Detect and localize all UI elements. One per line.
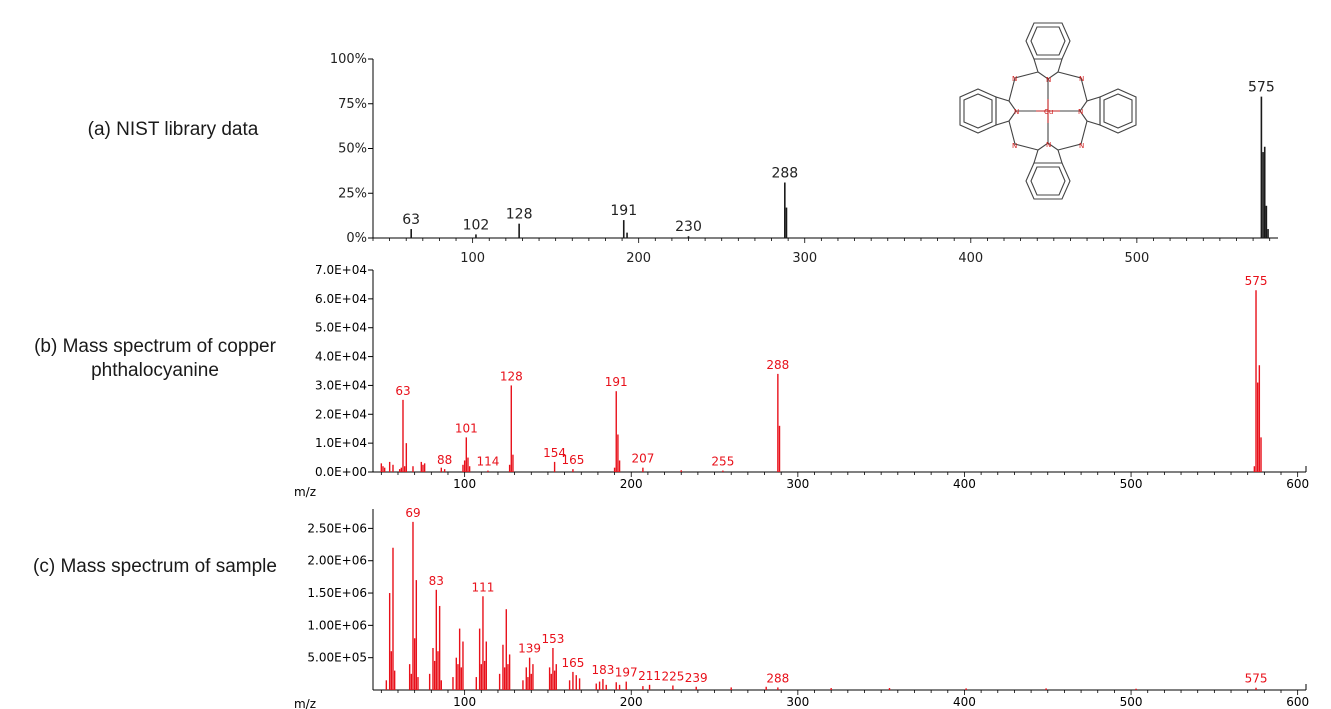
y-tick-label: 0.0E+00 xyxy=(315,465,367,479)
y-tick-label: 5.0E+04 xyxy=(315,321,367,335)
atom-n: N xyxy=(1046,76,1051,84)
atom-n: N xyxy=(1078,108,1083,116)
structure-atoms: N N N N N N N N Cu xyxy=(1012,75,1084,150)
structure-bonds xyxy=(959,22,1137,200)
label-copper-line2: phthalocyanine xyxy=(91,360,219,381)
y-tick-label: 0% xyxy=(346,231,367,246)
copper-phthalocyanine-spectrum-chart: 0.0E+00 1.0E+04 2.0E+04 3.0E+04 4.0E+04 5.0E+… xyxy=(294,263,1309,499)
peak-label: 575 xyxy=(1245,672,1268,686)
y-tick-label: 2.50E+06 xyxy=(307,521,367,535)
peak-label: 239 xyxy=(685,671,708,685)
peak-label: 288 xyxy=(766,671,789,685)
x-tick-label: 400 xyxy=(953,695,976,709)
y-tick-label: 25% xyxy=(338,186,367,201)
atom-n: N xyxy=(1014,108,1019,116)
y-tick-label: 1.50E+06 xyxy=(307,586,367,600)
peak-label: 207 xyxy=(631,452,654,466)
label-sample: (c) Mass spectrum of sample xyxy=(33,556,277,577)
atom-n: N xyxy=(1079,75,1084,83)
atom-n: N xyxy=(1046,141,1051,149)
label-nist: (a) NIST library data xyxy=(87,119,259,140)
atom-cu: Cu xyxy=(1044,108,1053,116)
y-tick-label: 2.00E+06 xyxy=(307,554,367,568)
atom-n: N xyxy=(1012,142,1017,150)
x-tick-label: 400 xyxy=(953,477,976,491)
x-axis-label: m/z xyxy=(294,697,316,709)
peak-label: 197 xyxy=(615,666,638,680)
x-tick-label: 600 xyxy=(1286,695,1309,709)
label-copper-phthalocyanine: (b) Mass spectrum of copper phthalocyani… xyxy=(10,335,300,383)
peak-label: 63 xyxy=(402,212,420,228)
x-axis-label: m/z xyxy=(294,485,316,499)
peak-label: 114 xyxy=(477,455,500,469)
peak-label: 165 xyxy=(561,656,584,670)
atom-n: N xyxy=(1012,75,1017,83)
y-tick-label: 2.0E+04 xyxy=(315,407,367,421)
atom-n: N xyxy=(1079,142,1084,150)
y-tick-label: 3.0E+04 xyxy=(315,378,367,392)
peak-label: 230 xyxy=(675,219,702,235)
peak-label: 191 xyxy=(605,375,628,389)
y-tick-label: 4.0E+04 xyxy=(315,350,367,364)
x-tick-label: 300 xyxy=(786,477,809,491)
x-tick-label: 400 xyxy=(958,251,983,266)
y-tick-label: 75% xyxy=(338,97,367,112)
peak-label: 288 xyxy=(771,166,798,182)
peak-label: 165 xyxy=(561,453,584,467)
x-tick-label: 500 xyxy=(1120,477,1143,491)
y-tick-label: 1.00E+06 xyxy=(307,618,367,632)
peak-label: 288 xyxy=(766,358,789,372)
x-tick-label: 200 xyxy=(626,251,651,266)
x-tick-label: 600 xyxy=(1286,477,1309,491)
y-tick-label: 6.0E+04 xyxy=(315,292,367,306)
peak-label: 154 xyxy=(543,446,566,460)
x-tick-label: 200 xyxy=(620,695,643,709)
x-tick-label: 100 xyxy=(460,251,485,266)
x-tick-label: 500 xyxy=(1124,251,1149,266)
peak-label: 225 xyxy=(661,669,684,683)
peak-label: 88 xyxy=(437,453,452,467)
nist-spectrum-chart: 0% 25% 50% 75% 100% 100 200 300 400 500 63 102 128 19… xyxy=(330,52,1278,266)
x-tick-label: 200 xyxy=(620,477,643,491)
peak-label: 128 xyxy=(506,207,533,223)
peak-label: 255 xyxy=(711,455,734,469)
peak-label: 128 xyxy=(500,369,523,383)
copper-phthalocyanine-structure: N N N N N N N N Cu xyxy=(959,22,1137,200)
peak-label: 69 xyxy=(405,506,420,520)
peak-label: 139 xyxy=(518,642,541,656)
label-copper-line1: (b) Mass spectrum of copper xyxy=(34,336,276,357)
x-tick-label: 100 xyxy=(453,695,476,709)
peak-label: 575 xyxy=(1245,274,1268,288)
y-tick-label: 7.0E+04 xyxy=(315,263,367,277)
x-tick-label: 300 xyxy=(792,251,817,266)
y-tick-label: 50% xyxy=(338,142,367,157)
x-tick-label: 500 xyxy=(1120,695,1143,709)
peak-label: 211 xyxy=(638,669,661,683)
y-tick-label: 5.00E+05 xyxy=(307,651,367,665)
peak-label: 63 xyxy=(395,384,410,398)
y-tick-label: 100% xyxy=(330,52,367,67)
x-tick-label: 100 xyxy=(453,477,476,491)
peak-label: 101 xyxy=(455,421,478,435)
peak-label: 153 xyxy=(541,632,564,646)
peak-label: 183 xyxy=(591,663,614,677)
peak-label: 102 xyxy=(463,217,490,233)
x-tick-label: 300 xyxy=(786,695,809,709)
y-tick-label: 1.0E+04 xyxy=(315,436,367,450)
peak-label: 575 xyxy=(1248,80,1275,96)
sample-spectrum-chart: 5.00E+05 1.00E+06 1.50E+06 2.00E+06 2.50E+06… xyxy=(294,506,1309,709)
peak-label: 191 xyxy=(610,203,637,219)
peak-label: 111 xyxy=(472,580,495,594)
peak-label: 83 xyxy=(429,574,444,588)
